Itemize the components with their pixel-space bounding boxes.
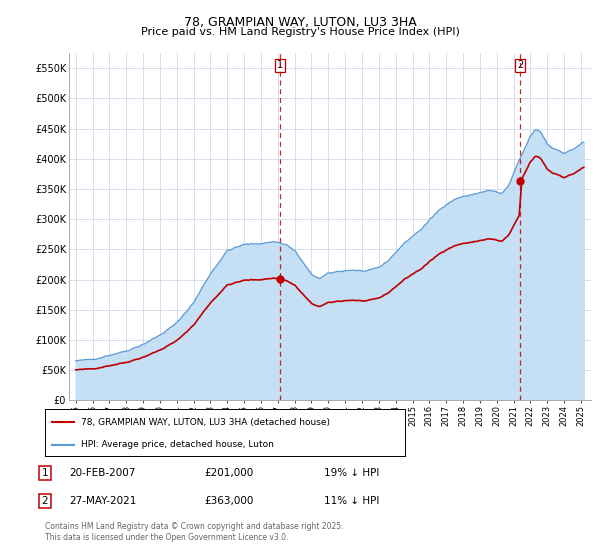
Text: 2: 2 [41, 496, 49, 506]
Text: HPI: Average price, detached house, Luton: HPI: Average price, detached house, Luto… [81, 440, 274, 449]
Text: 78, GRAMPIAN WAY, LUTON, LU3 3HA: 78, GRAMPIAN WAY, LUTON, LU3 3HA [184, 16, 416, 29]
Text: Price paid vs. HM Land Registry's House Price Index (HPI): Price paid vs. HM Land Registry's House … [140, 27, 460, 37]
Text: £201,000: £201,000 [204, 468, 253, 478]
Text: 78, GRAMPIAN WAY, LUTON, LU3 3HA (detached house): 78, GRAMPIAN WAY, LUTON, LU3 3HA (detach… [81, 418, 330, 427]
Text: £363,000: £363,000 [204, 496, 253, 506]
Text: 19% ↓ HPI: 19% ↓ HPI [324, 468, 379, 478]
Text: 11% ↓ HPI: 11% ↓ HPI [324, 496, 379, 506]
Text: 2: 2 [517, 60, 523, 70]
Text: 27-MAY-2021: 27-MAY-2021 [69, 496, 136, 506]
Text: 1: 1 [41, 468, 49, 478]
Text: 1: 1 [277, 60, 283, 70]
Text: 20-FEB-2007: 20-FEB-2007 [69, 468, 136, 478]
Text: Contains HM Land Registry data © Crown copyright and database right 2025.
This d: Contains HM Land Registry data © Crown c… [45, 521, 343, 543]
